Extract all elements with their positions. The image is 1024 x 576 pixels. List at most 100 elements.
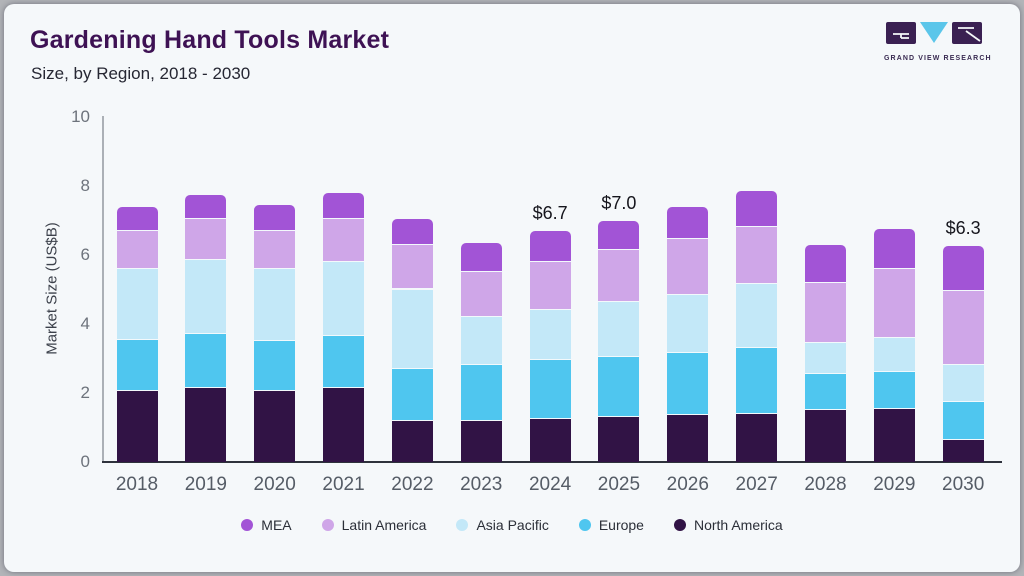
bar-segment-2021-north-america[interactable] xyxy=(323,387,365,462)
bar-segment-2024-latin-america[interactable] xyxy=(529,261,571,311)
bar-segment-2018-latin-america[interactable] xyxy=(116,230,158,269)
bar-segment-2018-europe[interactable] xyxy=(116,339,158,392)
bar-segment-2018-mea[interactable] xyxy=(116,206,158,231)
bar-segment-2018-north-america[interactable] xyxy=(116,391,158,462)
legend-item-europe[interactable]: Europe xyxy=(578,517,644,533)
legend-item-north-america[interactable]: North America xyxy=(673,517,783,533)
grand-view-research-logo: GRAND VIEW RESEARCH xyxy=(884,22,992,62)
bar-segment-2023-asia-pacific[interactable] xyxy=(460,317,502,366)
bar-segment-2030-asia-pacific[interactable] xyxy=(942,365,984,402)
bar-segment-2020-europe[interactable] xyxy=(254,341,296,392)
bar-segment-2027-mea[interactable] xyxy=(736,191,778,228)
bar-segment-2029-europe[interactable] xyxy=(873,372,915,409)
bar-segment-2020-north-america[interactable] xyxy=(254,391,296,462)
legend-swatch-north-america xyxy=(673,519,686,531)
bar-segment-2027-asia-pacific[interactable] xyxy=(736,284,778,349)
bar-value-label-2024: $6.7 xyxy=(532,202,568,223)
bar-segment-2030-north-america[interactable] xyxy=(942,439,984,462)
bar-segment-2018-asia-pacific[interactable] xyxy=(116,268,158,340)
bar-segment-2025-north-america[interactable] xyxy=(598,417,640,462)
bar-segment-2029-asia-pacific[interactable] xyxy=(873,337,915,373)
bar-segment-2026-latin-america[interactable] xyxy=(667,239,709,295)
bar-segment-2022-latin-america[interactable] xyxy=(391,244,433,290)
bar-segment-2026-europe[interactable] xyxy=(667,353,709,416)
bar-segment-2023-europe[interactable] xyxy=(460,365,502,421)
bar-segment-2029-north-america[interactable] xyxy=(873,408,915,462)
bar-segment-2030-mea[interactable] xyxy=(942,246,984,292)
bar-segment-2027-latin-america[interactable] xyxy=(736,227,778,285)
bar-segment-2030-latin-america[interactable] xyxy=(942,291,984,366)
logo-brand-text: GRAND VIEW RESEARCH xyxy=(884,55,992,62)
legend-item-latin-america[interactable]: Latin America xyxy=(321,517,427,533)
bar-segment-2026-mea[interactable] xyxy=(667,206,709,240)
bar-segment-2024-north-america[interactable] xyxy=(529,418,571,462)
legend-label-latin-america: Latin America xyxy=(341,517,427,533)
x-tick-2023: 2023 xyxy=(460,474,503,495)
bar-segment-2020-latin-america[interactable] xyxy=(254,230,296,269)
legend-label-europe: Europe xyxy=(598,517,644,533)
x-tick-2028: 2028 xyxy=(804,474,847,495)
legend-item-asia-pacific[interactable]: Asia Pacific xyxy=(456,517,549,533)
bar-segment-2026-north-america[interactable] xyxy=(667,415,709,462)
x-tick-2018: 2018 xyxy=(115,474,159,495)
legend-item-mea[interactable]: MEA xyxy=(241,517,292,533)
gvr-logo-mark xyxy=(886,22,982,44)
bar-segment-2019-europe[interactable] xyxy=(185,334,227,388)
bar-segment-2022-north-america[interactable] xyxy=(391,420,433,462)
bar-segment-2027-europe[interactable] xyxy=(736,348,778,414)
bar-segment-2020-asia-pacific[interactable] xyxy=(254,268,296,342)
x-tick-2019: 2019 xyxy=(184,474,227,495)
bar-segment-2024-europe[interactable] xyxy=(529,360,571,419)
x-tick-2027: 2027 xyxy=(735,474,778,495)
x-axis-line xyxy=(102,461,1002,463)
legend-label-north-america: North America xyxy=(693,517,783,533)
bar-segment-2029-latin-america[interactable] xyxy=(873,268,915,338)
x-tick-2025: 2025 xyxy=(597,474,641,495)
bar-value-label-2030: $6.3 xyxy=(945,218,981,239)
bar-segment-2028-latin-america[interactable] xyxy=(805,282,846,343)
bar-segment-2022-europe[interactable] xyxy=(391,368,433,421)
y-tick-2: 2 xyxy=(80,383,90,402)
bar-segment-2023-north-america[interactable] xyxy=(460,420,502,462)
bar-segment-2030-europe[interactable] xyxy=(942,401,984,440)
bar-segment-2023-mea[interactable] xyxy=(460,242,502,273)
x-tick-2020: 2020 xyxy=(253,474,296,495)
bar-segment-2020-mea[interactable] xyxy=(254,204,296,231)
bar-segment-2024-mea[interactable] xyxy=(529,230,571,262)
bar-segment-2022-asia-pacific[interactable] xyxy=(391,289,433,369)
y-tick-8: 8 xyxy=(80,176,90,195)
y-tick-6: 6 xyxy=(80,245,90,264)
x-tick-2029: 2029 xyxy=(873,474,916,495)
y-tick-10: 10 xyxy=(71,107,90,126)
bar-segment-2021-europe[interactable] xyxy=(323,336,365,388)
bar-segment-2026-asia-pacific[interactable] xyxy=(667,294,709,354)
y-tick-4: 4 xyxy=(80,314,90,333)
bar-segment-2019-north-america[interactable] xyxy=(185,387,227,462)
bar-segment-2021-mea[interactable] xyxy=(323,192,365,219)
bar-segment-2028-asia-pacific[interactable] xyxy=(805,342,846,375)
bar-segment-2025-latin-america[interactable] xyxy=(598,249,640,302)
legend-swatch-mea xyxy=(241,519,254,531)
bar-segment-2027-north-america[interactable] xyxy=(736,413,778,462)
bar-segment-2024-asia-pacific[interactable] xyxy=(529,310,571,361)
bar-segment-2021-asia-pacific[interactable] xyxy=(323,261,365,337)
bar-segment-2019-asia-pacific[interactable] xyxy=(185,260,227,335)
bar-segment-2019-latin-america[interactable] xyxy=(185,218,227,261)
bar-segment-2028-north-america[interactable] xyxy=(805,410,846,462)
x-tick-2026: 2026 xyxy=(666,474,709,495)
bar-segment-2025-mea[interactable] xyxy=(598,220,640,250)
bar-segment-2019-mea[interactable] xyxy=(185,194,227,219)
chart-legend: MEA Latin America Asia Pacific Europe North … xyxy=(4,517,1020,533)
bar-segment-2028-mea[interactable] xyxy=(805,244,846,283)
plot-area: 0 2 4 6 8 10 2018 2019 2020 2021 2022 2023 2024 2025 2… xyxy=(4,4,1020,572)
bar-segment-2022-mea[interactable] xyxy=(391,218,433,245)
legend-swatch-asia-pacific xyxy=(456,519,469,531)
bar-segment-2028-europe[interactable] xyxy=(805,374,846,411)
bar-segment-2023-latin-america[interactable] xyxy=(460,272,502,318)
bar-segment-2029-mea[interactable] xyxy=(873,229,915,269)
bar-segment-2021-latin-america[interactable] xyxy=(323,218,365,262)
bar-segment-2025-asia-pacific[interactable] xyxy=(598,301,640,357)
chart-card: Gardening Hand Tools Market Size, by Reg… xyxy=(4,4,1020,572)
x-tick-2024: 2024 xyxy=(528,474,572,495)
bar-segment-2025-europe[interactable] xyxy=(598,356,640,418)
